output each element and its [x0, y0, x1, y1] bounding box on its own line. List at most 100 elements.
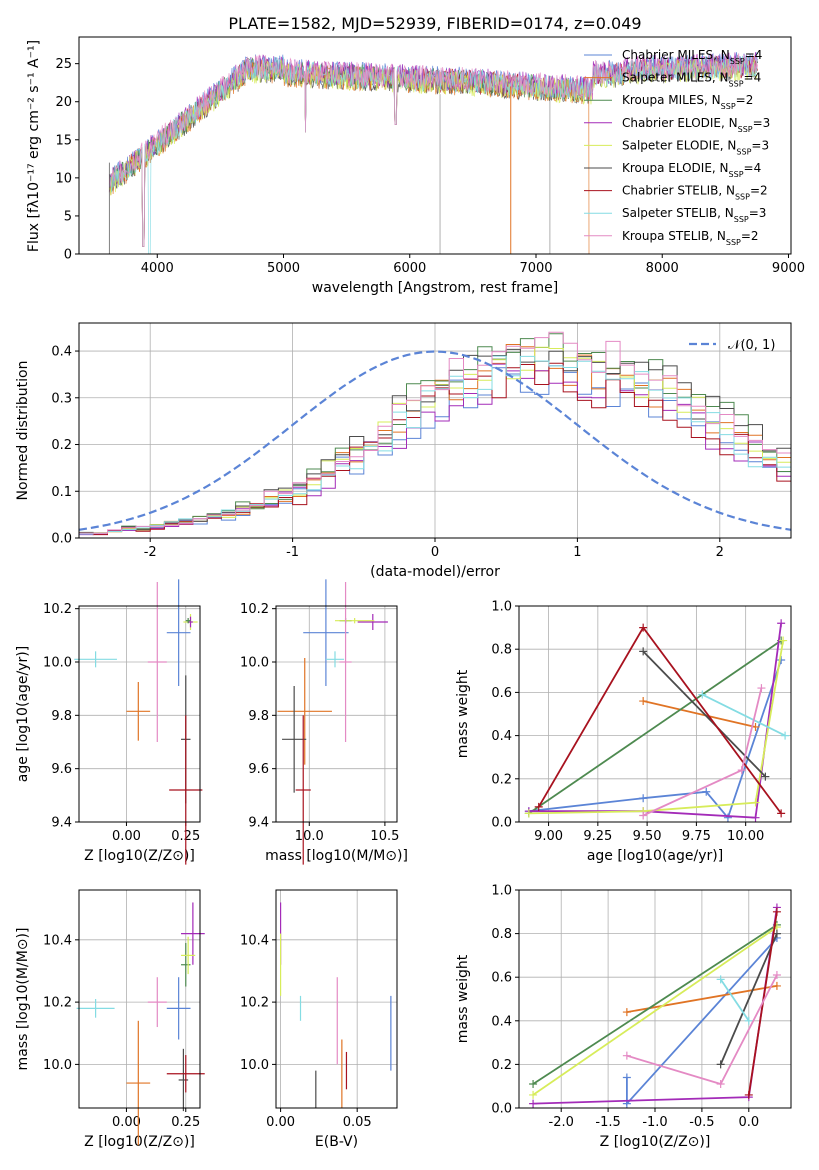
x-axis-label: Z [log10(Z/Z⊙)] — [600, 1134, 711, 1150]
data-marker — [639, 697, 648, 706]
y-tick-label: 10.2 — [43, 602, 72, 617]
y-tick-label: 10.2 — [43, 996, 72, 1011]
y-axis-label: Flux [fλ10⁻¹⁷ erg cm⁻² s⁻¹ A⁻¹] — [26, 40, 42, 252]
y-tick-label: 0.8 — [491, 927, 512, 942]
axes-frame — [78, 36, 792, 255]
y-tick-label: 0.2 — [491, 1058, 512, 1073]
data-marker — [622, 1073, 631, 1082]
y-tick-label: 9.4 — [51, 816, 72, 831]
y-tick-label: 25 — [55, 57, 72, 72]
y-tick-label: 10.0 — [43, 656, 72, 671]
spectrum-series-line — [108, 53, 759, 247]
y-tick-label: 0.2 — [491, 772, 512, 787]
mass-vs-ebv-panel: 0.00 0.05 10.0 10.2 10.4 E(B-V) — [240, 889, 398, 1150]
data-marker — [529, 1090, 538, 1099]
x-tick-label: 9.75 — [682, 829, 711, 844]
y-axis-label: Normed distribution — [15, 361, 31, 501]
axes-frame — [78, 605, 201, 823]
data-marker — [702, 787, 711, 796]
y-tick-label: 9.8 — [248, 709, 269, 724]
legend-entry: Chabrier ELODIE, NSSP=3 — [622, 116, 770, 134]
y-tick-label: 0.4 — [491, 729, 512, 744]
y-tick-label: 0.4 — [51, 345, 72, 360]
x-tick-label: 9.00 — [534, 829, 563, 844]
data-marker — [723, 813, 732, 822]
legend-entry: Salpeter MILES, NSSP=4 — [622, 71, 761, 89]
mass-weight-line — [719, 978, 750, 1022]
legend-entry: Chabrier MILES, NSSP=4 — [622, 48, 762, 66]
x-tick-label: 0.25 — [171, 1115, 200, 1130]
data-marker — [777, 809, 786, 818]
x-tick-label: 0.00 — [112, 829, 141, 844]
data-marker — [744, 1090, 753, 1099]
data-marker — [716, 1080, 725, 1089]
y-tick-label: 9.6 — [51, 762, 72, 777]
x-tick-label: 10.00 — [727, 829, 764, 844]
y-tick-label: 9.6 — [248, 762, 269, 777]
x-tick-label: 9000 — [772, 261, 805, 276]
y-axis-label: mass weight — [455, 669, 471, 758]
x-tick-label: 0.00 — [266, 1115, 295, 1130]
data-marker — [524, 809, 533, 818]
x-tick-label: 8000 — [646, 261, 679, 276]
data-marker — [534, 802, 543, 811]
legend-entry: 𝒩(0, 1) — [728, 338, 775, 353]
data-marker — [639, 794, 648, 803]
x-tick-label: 1 — [573, 545, 581, 560]
data-marker — [639, 811, 648, 820]
y-axis-label: mass weight — [455, 954, 471, 1043]
x-tick-label: -2.0 — [549, 1115, 574, 1130]
x-tick-label: -0.5 — [689, 1115, 714, 1130]
data-marker — [751, 798, 760, 807]
data-marker — [716, 1060, 725, 1069]
data-marker — [744, 1016, 753, 1025]
x-tick-label: -2 — [144, 545, 157, 560]
mass-weight-line — [528, 640, 784, 815]
x-axis-label: Z [log10(Z/Z⊙)] — [84, 1134, 195, 1150]
x-tick-label: 10.5 — [370, 829, 399, 844]
data-marker — [772, 907, 781, 916]
x-tick-label: 0.0 — [738, 1115, 759, 1130]
y-tick-label: 15 — [55, 133, 72, 148]
mass-weight-line — [532, 924, 778, 1085]
mass-weight-vs-z-panel: -2.0 -1.5 -1.0 -0.5 0.0 0.0 0.2 0.4 0.6 0.8 1.0 Z [… — [455, 884, 792, 1150]
x-tick-label: 9.25 — [583, 829, 612, 844]
mass-weight-line — [701, 693, 786, 737]
y-tick-label: 10.4 — [43, 933, 72, 948]
legend-entry: Kroupa MILES, NSSP=2 — [622, 93, 753, 111]
y-tick-label: 1.0 — [491, 600, 512, 615]
y-tick-label: 10.0 — [240, 1058, 269, 1073]
y-tick-label: 20 — [55, 95, 72, 110]
x-tick-label: 6000 — [393, 261, 426, 276]
data-marker — [698, 690, 707, 699]
data-marker — [622, 1051, 631, 1060]
mass-weight-line — [537, 625, 782, 814]
axes-frame — [275, 605, 398, 823]
x-tick-label: 0.05 — [343, 1115, 372, 1130]
y-tick-label: 10 — [55, 171, 72, 186]
data-marker — [529, 1080, 538, 1089]
axes-frame — [78, 889, 201, 1109]
axes-frame — [518, 605, 792, 823]
y-tick-label: 10.2 — [240, 602, 269, 617]
data-marker — [779, 636, 788, 645]
y-axis-label: age [log10(age/yr)] — [15, 646, 31, 782]
x-tick-label: -1.0 — [642, 1115, 667, 1130]
age-vs-z-panel: 0.00 0.259.49.69.810.010.2Z [log10(Z/Z⊙)]… — [15, 579, 203, 865]
age-vs-mass-panel: 10.0 10.5 9.4 9.6 9.8 10.0 10.2 mass [log10(M/M… — [240, 579, 408, 865]
y-tick-label: 0.1 — [51, 485, 72, 500]
mass-vs-z-panel: 0.00 0.25 10.0 10.2 10.4 Z [log10(Z/Z⊙)] mass … — [15, 889, 205, 1150]
data-marker — [772, 971, 781, 980]
y-tick-label: 0.3 — [51, 391, 72, 406]
x-tick-label: -1.5 — [595, 1115, 620, 1130]
axes-frame — [275, 889, 398, 1109]
data-marker — [529, 1099, 538, 1108]
y-tick-label: 10.0 — [43, 1058, 72, 1073]
data-marker — [781, 731, 790, 740]
y-tick-label: 0.0 — [491, 816, 512, 831]
mass-weight-line — [719, 933, 778, 1065]
x-tick-label: 0 — [431, 545, 439, 560]
legend-entry: Kroupa ELODIE, NSSP=4 — [622, 161, 761, 179]
mass-weight-line — [642, 650, 767, 778]
data-marker — [716, 975, 725, 984]
